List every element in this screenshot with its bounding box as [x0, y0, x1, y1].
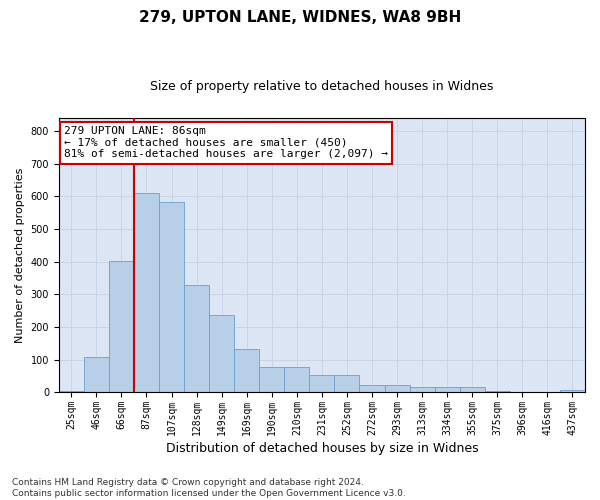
- Bar: [209, 316, 234, 392]
- Bar: [134, 193, 159, 392]
- Bar: [560, 390, 585, 392]
- Bar: [434, 388, 460, 392]
- Y-axis label: Number of detached properties: Number of detached properties: [15, 168, 25, 342]
- Bar: [84, 357, 109, 392]
- Bar: [310, 375, 334, 392]
- Bar: [184, 286, 209, 392]
- Text: Contains HM Land Registry data © Crown copyright and database right 2024.
Contai: Contains HM Land Registry data © Crown c…: [12, 478, 406, 498]
- Bar: [109, 260, 134, 392]
- Text: 279, UPTON LANE, WIDNES, WA8 9BH: 279, UPTON LANE, WIDNES, WA8 9BH: [139, 10, 461, 25]
- Bar: [284, 366, 310, 392]
- Bar: [259, 366, 284, 392]
- Bar: [334, 375, 359, 392]
- Bar: [59, 390, 84, 392]
- Bar: [359, 385, 385, 392]
- Bar: [460, 388, 485, 392]
- X-axis label: Distribution of detached houses by size in Widnes: Distribution of detached houses by size …: [166, 442, 478, 455]
- Bar: [485, 390, 510, 392]
- Bar: [385, 385, 410, 392]
- Text: 279 UPTON LANE: 86sqm
← 17% of detached houses are smaller (450)
81% of semi-det: 279 UPTON LANE: 86sqm ← 17% of detached …: [64, 126, 388, 159]
- Title: Size of property relative to detached houses in Widnes: Size of property relative to detached ho…: [150, 80, 494, 93]
- Bar: [159, 202, 184, 392]
- Bar: [234, 348, 259, 392]
- Bar: [410, 388, 434, 392]
